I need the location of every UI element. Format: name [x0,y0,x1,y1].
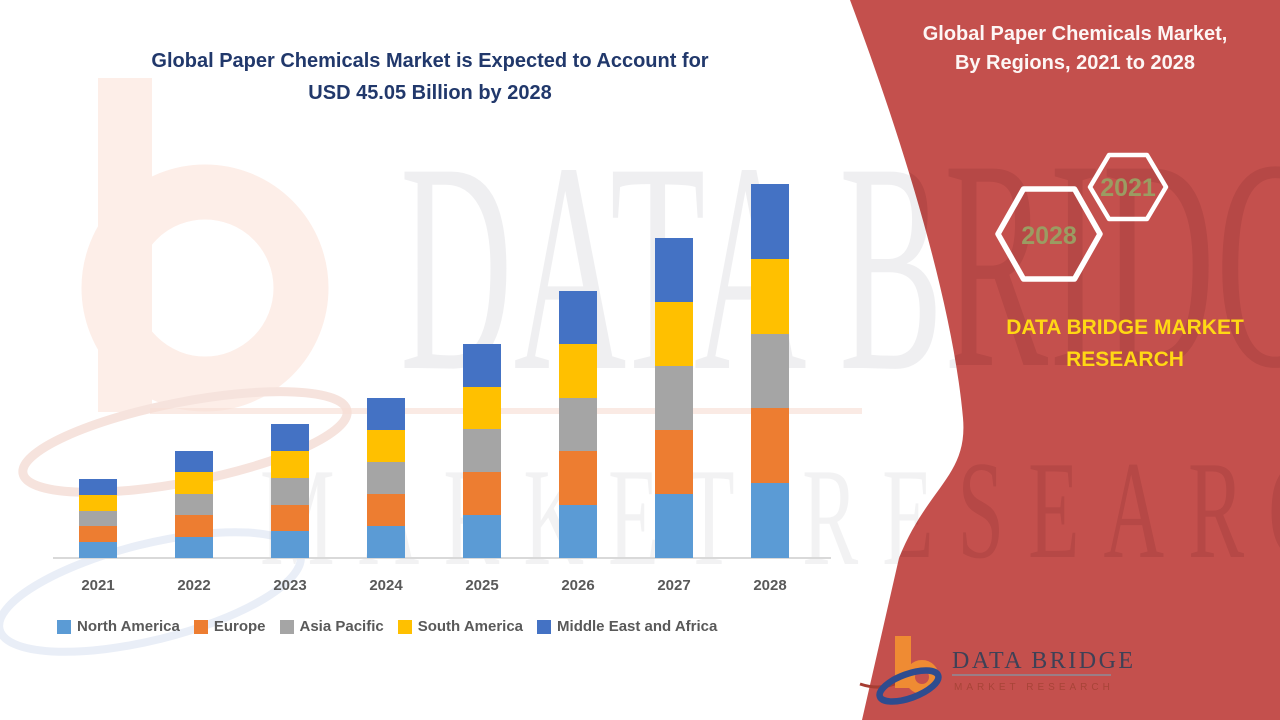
legend-swatch [397,619,412,634]
segment-europe [271,504,309,532]
segment-europe [655,430,693,495]
segment-south-america [79,494,117,511]
x-axis-line [53,557,831,559]
legend-label: North America [77,618,180,635]
x-label-2023: 2023 [273,577,307,594]
watermark-pink-line [150,408,862,414]
bar-2024 [367,397,405,558]
legend-item-europe: Europe [193,618,266,635]
x-label-2027: 2027 [657,577,691,594]
segment-europe [463,472,501,516]
segment-middle-east-and-africa [559,290,597,345]
segment-europe [367,493,405,526]
segment-north-america [367,525,405,558]
segment-middle-east-and-africa [175,450,213,473]
logo-title: DATA BRIDGE [952,648,1136,674]
segment-south-america [175,472,213,494]
segment-south-america [463,386,501,430]
legend-label: Europe [213,618,266,635]
segment-south-america [367,429,405,462]
x-label-2026: 2026 [561,577,595,594]
segment-south-america [655,302,693,367]
logo-subtitle: MARKET RESEARCH [954,682,1114,693]
segment-middle-east-and-africa [463,343,501,387]
chart-title-line1: Global Paper Chemicals Market is Expecte… [151,50,709,72]
segment-europe [559,451,597,505]
bar-2026 [559,290,597,558]
hexagon-badges: 2021 2028 [995,152,1169,282]
chart-title-line2: USD 45.05 Billion by 2028 [308,82,552,104]
watermark-b-bowl [81,164,329,412]
segment-north-america [463,515,501,558]
segment-south-america [271,451,309,478]
segment-north-america [175,536,213,558]
legend-swatch [193,619,208,634]
segment-north-america [751,483,789,558]
segment-south-america [751,258,789,334]
segment-south-america [559,344,597,398]
segment-north-america [559,504,597,558]
panel-title-line1: Global Paper Chemicals Market, [922,23,1228,45]
panel-brand-text: DATA BRIDGE MARKET RESEARCH [965,312,1280,376]
panel-brand-line1: DATA BRIDGE MARKET [1006,316,1244,339]
hexagon-2028 [995,186,1103,282]
segment-middle-east-and-africa [751,184,789,259]
bar-2021 [79,479,117,558]
databridge-logo: DATA BRIDGE MARKET RESEARCH [859,636,1136,705]
segment-asia-pacific [367,461,405,494]
panel-brand-line2: RESEARCH [1066,348,1184,371]
segment-asia-pacific [655,366,693,431]
legend-swatch [537,619,552,634]
bar-2023 [271,424,309,558]
red-panel-shape [850,0,1280,720]
segment-asia-pacific [463,429,501,473]
logo-blue-swoosh [876,667,942,705]
bar-2028 [751,184,789,558]
chart-legend: North America Europe Asia Pacific South Ame… [57,618,717,635]
legend-item-south-america: South America [397,618,524,635]
legend-label: Asia Pacific [299,618,384,635]
segment-europe [175,515,213,537]
segment-middle-east-and-africa [367,397,405,430]
legend-item-asia-pacific: Asia Pacific [279,618,384,635]
red-watermark-row2: MARKET RESEARCH [260,432,1280,587]
segment-middle-east-and-africa [79,479,117,495]
x-label-2028: 2028 [753,577,787,594]
segment-middle-east-and-africa [271,424,309,452]
hexagon-2021 [1087,152,1169,222]
hexagon-2021-label: 2021 [1100,174,1156,202]
x-label-2022: 2022 [177,577,211,594]
legend-label: Middle East and Africa [557,618,718,635]
x-label-2021: 2021 [81,577,115,594]
segment-asia-pacific [175,493,213,516]
bar-2025 [463,343,501,558]
segment-europe [79,526,117,543]
x-label-2024: 2024 [369,577,403,594]
segment-middle-east-and-africa [655,238,693,303]
segment-asia-pacific [751,333,789,409]
hexagon-2028-label: 2028 [1021,222,1077,250]
panel-title: Global Paper Chemicals Market, By Region… [880,20,1270,78]
segment-asia-pacific [79,510,117,527]
segment-asia-pacific [271,477,309,505]
segment-europe [751,408,789,484]
legend-item-north-america: North America [57,618,180,635]
bar-2027 [655,238,693,558]
panel-title-line2: By Regions, 2021 to 2028 [954,52,1196,74]
chart-title: Global Paper Chemicals Market is Expecte… [85,45,775,109]
logo-b-bowl [905,660,939,694]
segment-north-america [79,542,117,558]
legend-item-middle-east-and-africa: Middle East and Africa [537,618,717,635]
segment-asia-pacific [559,397,597,452]
segment-north-america [271,531,309,558]
legend-label: South America [417,618,524,635]
x-label-2025: 2025 [465,577,499,594]
legend-swatch [279,619,294,634]
segment-north-america [655,494,693,558]
bar-2022 [175,450,213,558]
legend-swatch [57,619,71,634]
